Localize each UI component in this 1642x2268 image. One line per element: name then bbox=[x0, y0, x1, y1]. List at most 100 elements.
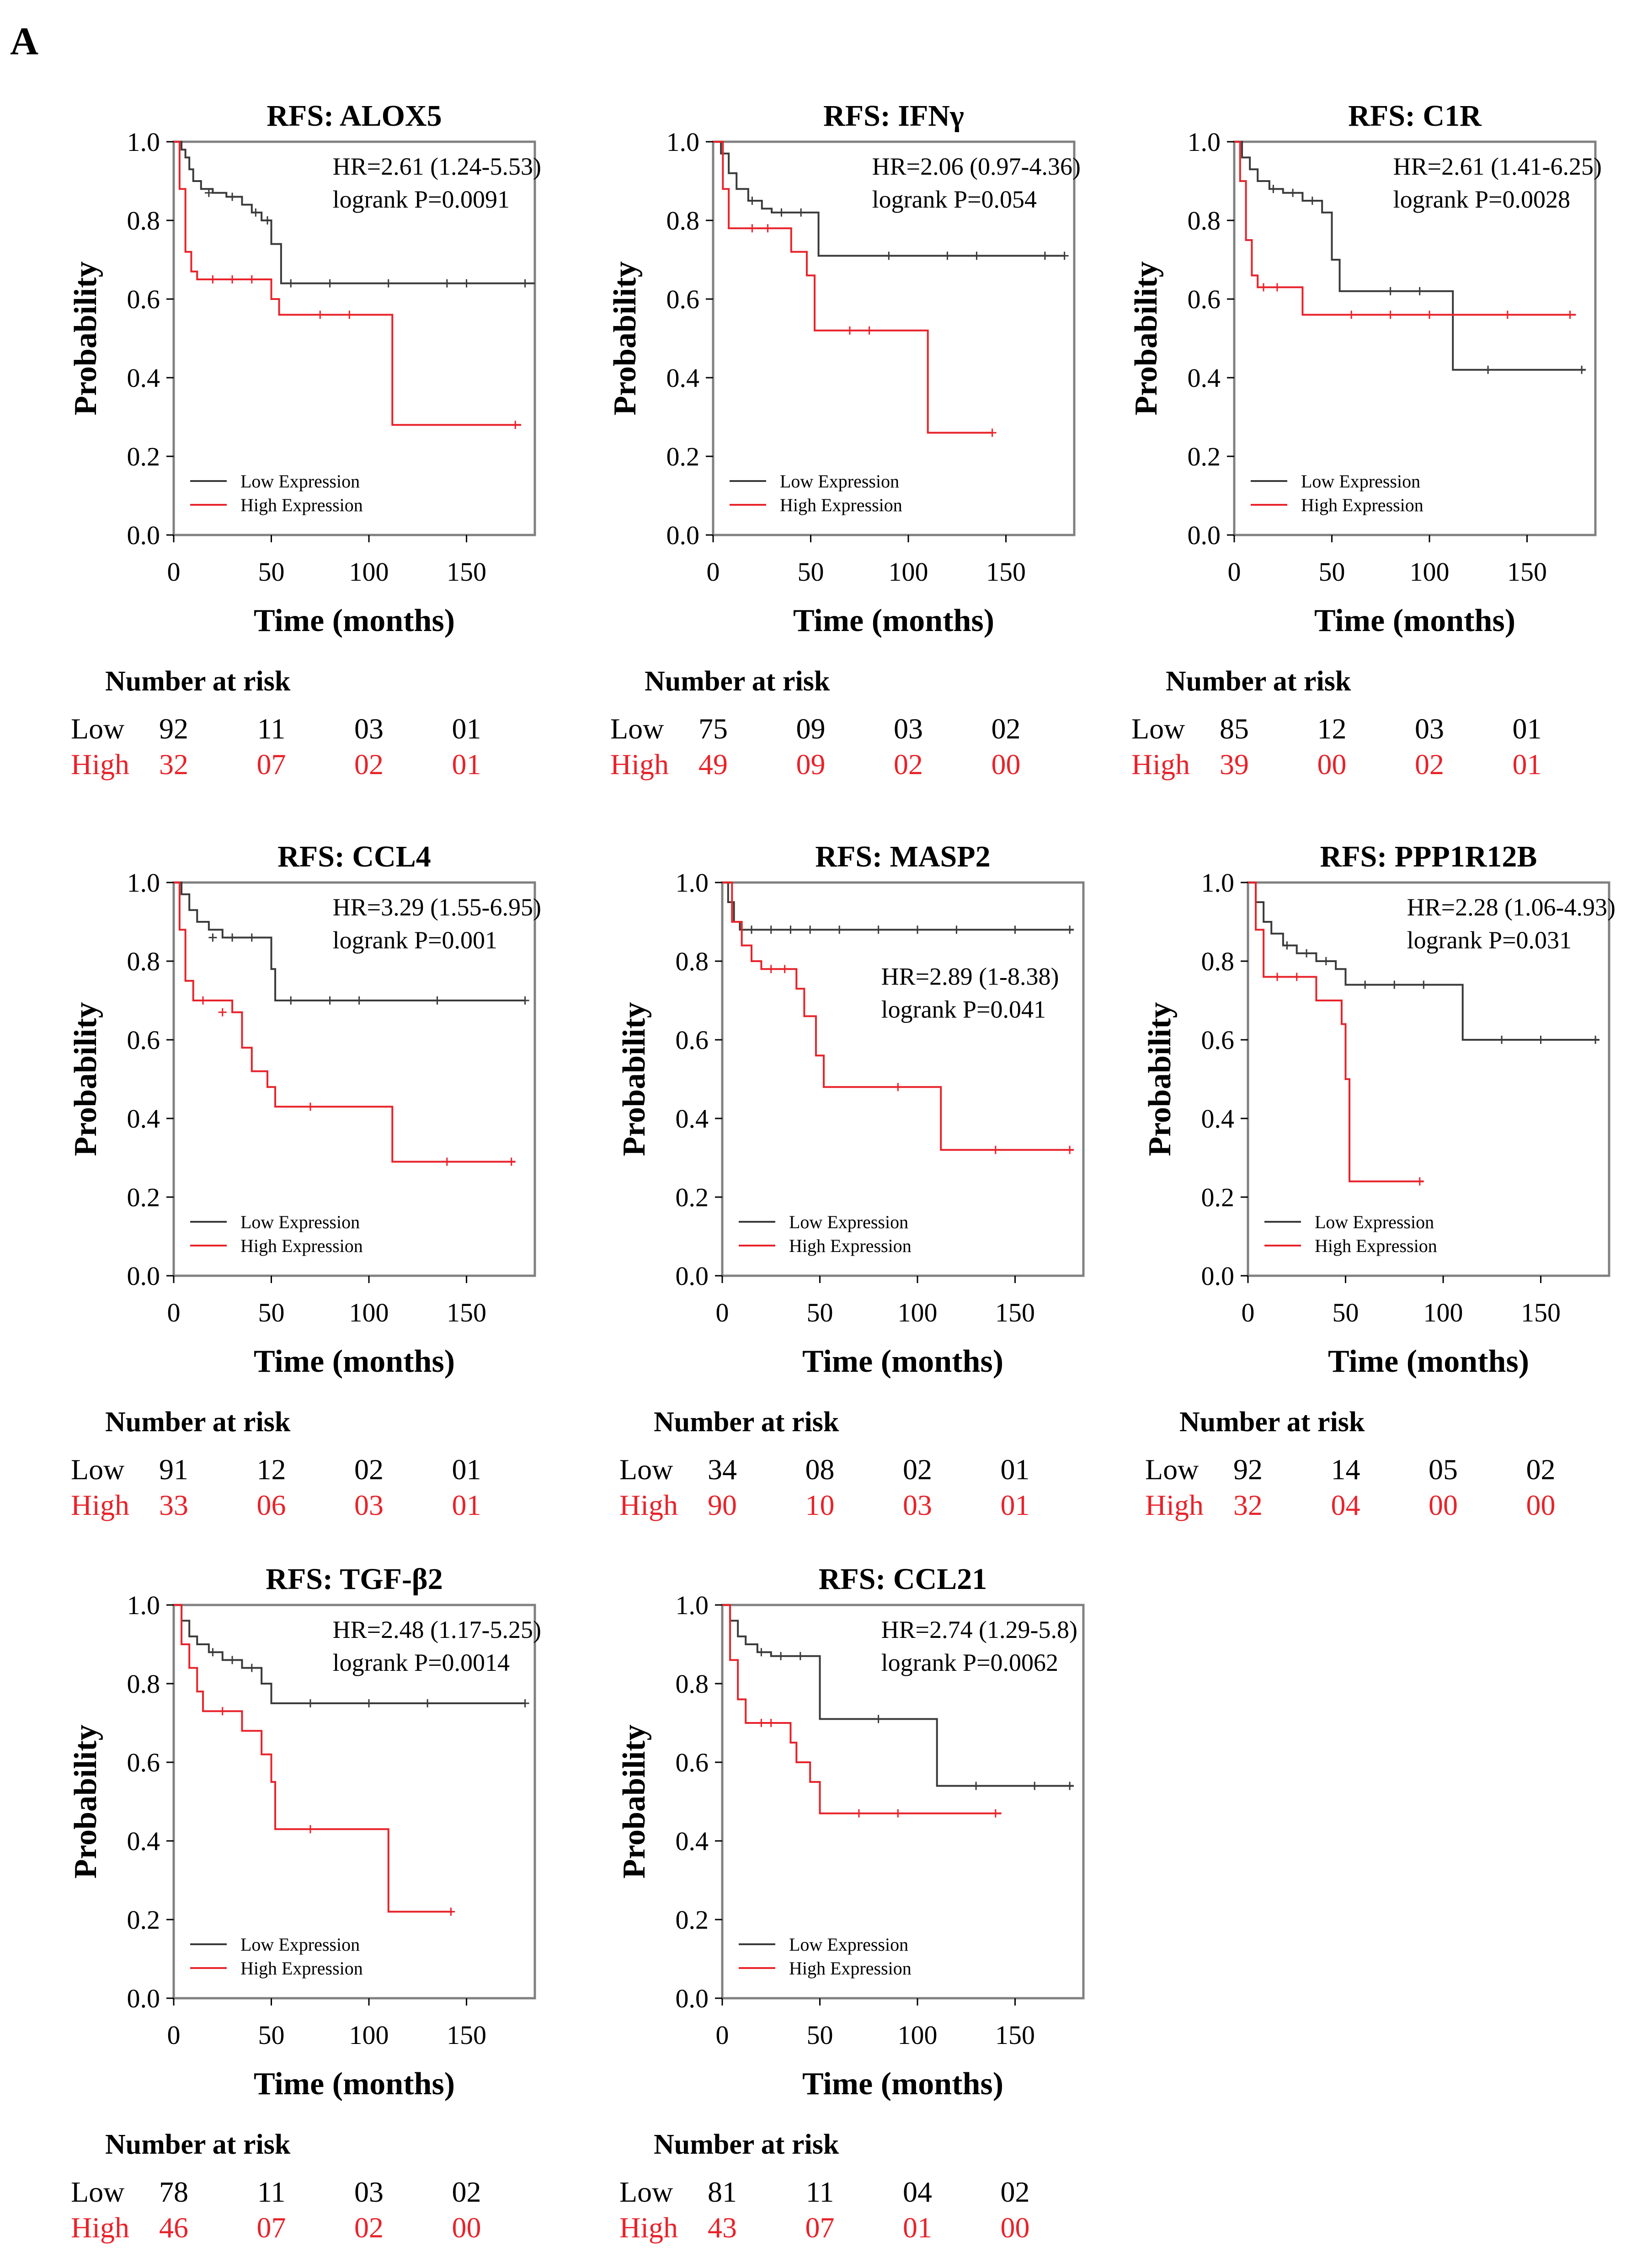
risk-high-count: 07 bbox=[257, 2211, 286, 2244]
panel-letter: A bbox=[10, 19, 39, 63]
y-tick-label: 0.8 bbox=[127, 1669, 160, 1699]
low-expression-curve bbox=[174, 882, 525, 1001]
high-expression-curve bbox=[722, 882, 1074, 1151]
risk-high-count: 00 bbox=[1526, 1489, 1556, 1521]
censor-mark bbox=[1283, 941, 1291, 950]
censor-mark bbox=[511, 421, 520, 429]
legend-low-label: Low Expression bbox=[1315, 1212, 1434, 1232]
y-tick-label: 0.6 bbox=[1188, 284, 1221, 314]
censor-mark bbox=[757, 1648, 766, 1657]
y-tick-label: 1.0 bbox=[676, 868, 709, 898]
x-tick-label: 0 bbox=[707, 557, 720, 587]
y-axis-label: Probability bbox=[1142, 1002, 1178, 1156]
chart-title: RFS: CCL21 bbox=[819, 1562, 987, 1596]
low-expression-curve bbox=[1248, 882, 1599, 1041]
censor-mark bbox=[767, 965, 775, 974]
logrank-p: logrank P=0.041 bbox=[881, 996, 1046, 1023]
censor-mark bbox=[287, 279, 295, 288]
risk-high-label: High bbox=[610, 748, 669, 781]
censor-mark bbox=[1259, 283, 1268, 292]
risk-high-label: High bbox=[71, 748, 129, 781]
censor-mark bbox=[797, 208, 805, 217]
x-tick-label: 150 bbox=[1521, 1298, 1561, 1327]
censor-mark bbox=[521, 279, 529, 288]
legend-high-label: High Expression bbox=[240, 495, 363, 515]
legend-high-label: High Expression bbox=[780, 495, 902, 515]
censor-mark bbox=[355, 996, 363, 1005]
censor-mark bbox=[306, 1102, 315, 1111]
censor-mark bbox=[345, 310, 354, 319]
risk-low-label: Low bbox=[1131, 712, 1185, 745]
risk-low-count: 02 bbox=[452, 2176, 481, 2208]
x-tick-label: 50 bbox=[1333, 1298, 1359, 1327]
y-tick-label: 0.0 bbox=[676, 1261, 709, 1291]
logrank-p: logrank P=0.0014 bbox=[333, 1649, 510, 1676]
x-axis-label: Time (months) bbox=[802, 1344, 1003, 1379]
x-tick-label: 0 bbox=[716, 2020, 729, 2050]
risk-table-title: Number at risk bbox=[654, 1407, 839, 1438]
y-axis-label: Probability bbox=[68, 1724, 103, 1878]
risk-table-title: Number at risk bbox=[1179, 1407, 1365, 1438]
plot-frame bbox=[172, 881, 536, 1277]
y-tick-label: 0.8 bbox=[1188, 206, 1221, 235]
censor-mark bbox=[1066, 925, 1074, 934]
censor-mark bbox=[1011, 925, 1019, 934]
x-tick-label: 100 bbox=[898, 1298, 938, 1327]
y-tick-label: 0.8 bbox=[676, 947, 709, 976]
x-axis-label: Time (months) bbox=[802, 2066, 1003, 2102]
hazard-ratio: HR=2.28 (1.06-4.93) bbox=[1407, 893, 1615, 921]
x-tick-label: 150 bbox=[986, 557, 1026, 587]
risk-high-count: 06 bbox=[257, 1489, 286, 1521]
x-tick-label: 50 bbox=[258, 557, 285, 587]
risk-low-count: 11 bbox=[257, 2176, 286, 2208]
plot-frame bbox=[1247, 881, 1610, 1277]
risk-low-count: 85 bbox=[1220, 712, 1249, 745]
risk-table-title: Number at risk bbox=[105, 666, 291, 697]
censor-mark bbox=[943, 251, 952, 260]
x-tick-label: 150 bbox=[447, 557, 486, 587]
risk-high-count: 32 bbox=[1233, 1489, 1263, 1521]
y-tick-label: 0.6 bbox=[1201, 1025, 1235, 1055]
high-expression-curve bbox=[174, 882, 516, 1163]
y-tick-label: 1.0 bbox=[127, 1590, 160, 1620]
censor-mark bbox=[1322, 957, 1330, 965]
censor-mark bbox=[747, 925, 756, 934]
censor-mark bbox=[991, 1809, 1000, 1818]
y-tick-label: 1.0 bbox=[1201, 868, 1235, 898]
legend-low-label: Low Expression bbox=[789, 1934, 908, 1955]
risk-low-count: 03 bbox=[354, 2176, 384, 2208]
plot-frame bbox=[721, 881, 1085, 1277]
km-chart: RFS: C1R 0.0 0.2 0.4 0.6 0.8 1.0 0 50 100 150 Time … bbox=[1129, 99, 1602, 781]
x-tick-label: 0 bbox=[716, 1298, 729, 1327]
censor-mark bbox=[204, 188, 213, 197]
censor-mark bbox=[1566, 310, 1574, 319]
y-tick-label: 0.0 bbox=[127, 520, 160, 550]
censor-mark bbox=[507, 1157, 516, 1166]
risk-high-count: 02 bbox=[1415, 748, 1444, 781]
risk-low-count: 02 bbox=[903, 1453, 932, 1486]
y-axis-label: Probability bbox=[68, 261, 103, 415]
risk-low-count: 02 bbox=[992, 712, 1021, 745]
y-tick-label: 0.4 bbox=[127, 1104, 160, 1134]
logrank-p: logrank P=0.001 bbox=[333, 926, 497, 954]
risk-high-count: 10 bbox=[805, 1489, 835, 1521]
censor-mark bbox=[247, 933, 256, 942]
y-tick-label: 0.2 bbox=[666, 442, 700, 471]
x-tick-label: 150 bbox=[995, 1298, 1035, 1327]
chart-title: RFS: MASP2 bbox=[815, 840, 990, 873]
low-expression-curve bbox=[722, 882, 1074, 931]
censor-mark bbox=[894, 1083, 902, 1091]
x-tick-label: 100 bbox=[889, 557, 928, 587]
x-tick-label: 150 bbox=[447, 2020, 486, 2050]
y-tick-label: 0.2 bbox=[127, 442, 160, 471]
censor-mark bbox=[988, 428, 997, 437]
x-axis-label: Time (months) bbox=[1314, 603, 1515, 638]
x-axis-label: Time (months) bbox=[254, 1344, 455, 1379]
x-tick-label: 0 bbox=[1228, 557, 1241, 587]
risk-low-count: 02 bbox=[1001, 2176, 1030, 2208]
y-tick-label: 0.2 bbox=[1201, 1182, 1235, 1212]
censor-mark bbox=[1292, 973, 1301, 981]
km-panel: RFS: CCL21 0.0 0.2 0.4 0.6 0.8 1.0 0 50 100 150 Tim… bbox=[567, 1555, 1106, 2268]
risk-high-label: High bbox=[1145, 1489, 1204, 1521]
x-tick-label: 50 bbox=[807, 1298, 833, 1327]
